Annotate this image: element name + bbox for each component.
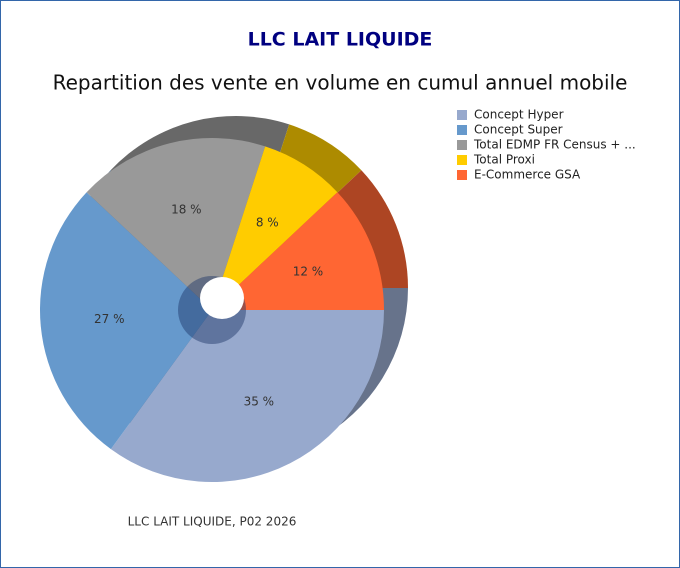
data-label: 35 % — [244, 394, 275, 408]
legend-swatch — [457, 140, 467, 150]
chart-subtitle: Repartition des vente en volume en cumul… — [53, 71, 628, 95]
legend-swatch — [457, 155, 467, 165]
slice — [212, 146, 338, 310]
data-label: 8 % — [256, 215, 279, 229]
legend-swatch — [457, 110, 467, 120]
slice — [212, 192, 384, 310]
legend-label: Concept Hyper — [474, 108, 564, 122]
footnote: LLC LAIT LIQUIDE, P02 2026 — [128, 515, 297, 529]
legend-label: Concept Super — [474, 123, 563, 137]
pie-hole — [200, 277, 244, 319]
legend-label: E-Commerce GSA — [474, 168, 581, 182]
pie — [40, 138, 384, 482]
data-label: 27 % — [94, 312, 125, 326]
chart-title: LLC LAIT LIQUIDE — [248, 29, 433, 51]
legend-swatch — [457, 170, 467, 180]
legend-swatch — [457, 125, 467, 135]
slice — [110, 310, 384, 482]
slice — [40, 192, 213, 450]
legend-label: Total Proxi — [473, 153, 535, 167]
data-label: 12 % — [293, 265, 324, 279]
slice — [86, 138, 266, 310]
data-label: 18 % — [171, 203, 202, 217]
legend-label: Total EDMP FR Census + ... — [473, 138, 636, 152]
